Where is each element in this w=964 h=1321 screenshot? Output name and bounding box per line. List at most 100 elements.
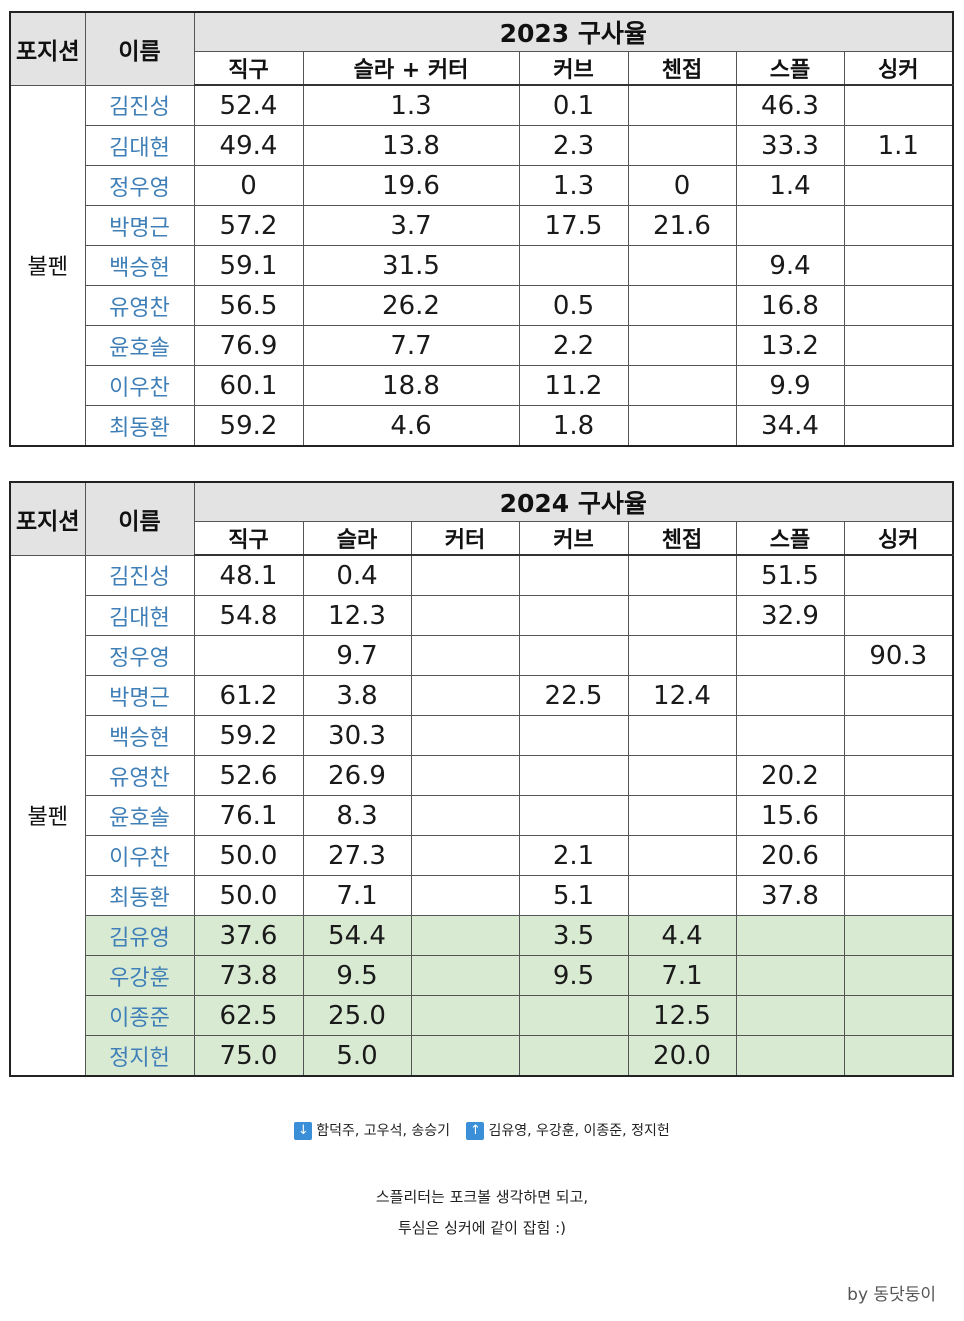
player-name: 김진성: [84, 554, 195, 596]
usage-cell: 52.6: [193, 755, 304, 796]
player-name: 정우영: [84, 635, 195, 676]
usage-cell: [410, 755, 520, 796]
usage-cell: [410, 915, 520, 956]
usage-cell: 21.6: [627, 205, 737, 246]
usage-cell: [410, 835, 520, 876]
table-row: 불펜 김진성 48.1 0.4 51.5: [9, 554, 954, 1077]
usage-cell: [627, 715, 737, 756]
usage-cell: [518, 795, 629, 836]
usage-cell: [627, 325, 737, 366]
usage-cell: 34.4: [735, 405, 845, 447]
usage-cell: 0: [193, 165, 304, 206]
usage-cell: 26.2: [302, 285, 520, 326]
usage-cell: [627, 245, 737, 286]
usage-cell: [410, 1035, 520, 1077]
usage-cell: [410, 635, 520, 676]
usage-cell: [735, 995, 845, 1036]
player-name: 이우찬: [84, 365, 195, 406]
usage-cell: 54.4: [302, 915, 412, 956]
table-row: 정지헌 75.0 5.0 20.0: [10, 1035, 954, 1077]
usage-cell: 5.0: [302, 1035, 412, 1077]
usage-cell: 7.7: [302, 325, 520, 366]
usage-cell: 52.4: [193, 84, 304, 126]
header-changeup: 첸접: [627, 51, 737, 86]
usage-cell: [410, 554, 520, 596]
table-row: 백승현 59.1 31.5 9.4: [10, 245, 954, 286]
header-curve: 커브: [518, 521, 629, 556]
usage-cell: 3.7: [302, 205, 520, 246]
table-row: 이우찬 50.0 27.3 2.1 20.6: [10, 835, 954, 876]
usage-cell: [735, 1035, 845, 1077]
usage-cell: 0: [627, 165, 737, 206]
header-fastball: 직구: [193, 51, 304, 86]
usage-cell: [843, 245, 954, 286]
usage-cell: [843, 285, 954, 326]
season-title: 2023 구사율: [193, 11, 954, 52]
author-credit: by 동닷둥이: [847, 1285, 936, 1305]
usage-cell: 8.3: [302, 795, 412, 836]
usage-cell: 1.8: [518, 405, 629, 447]
usage-cell: 60.1: [193, 365, 304, 406]
usage-cell: 76.9: [193, 325, 304, 366]
usage-cell: 7.1: [627, 955, 737, 996]
usage-cell: [843, 955, 954, 996]
usage-cell: 3.5: [518, 915, 629, 956]
usage-cell: 0.5: [518, 285, 629, 326]
usage-cell: [410, 795, 520, 836]
usage-cell: 30.3: [302, 715, 412, 756]
player-name: 백승현: [84, 715, 195, 756]
usage-cell: 9.5: [518, 955, 629, 996]
header-fastball: 직구: [193, 521, 304, 556]
usage-cell: 12.3: [302, 595, 412, 636]
table-row: 윤호솔 76.1 8.3 15.6: [10, 795, 954, 836]
usage-cell: [518, 755, 629, 796]
usage-cell: [627, 365, 737, 406]
usage-cell: 61.2: [193, 675, 304, 716]
header-splitter: 스플: [735, 51, 845, 86]
player-name: 정우영: [84, 165, 195, 206]
table-body: 불펜 김진성 48.1 0.4 51.5 김대현 54.8 12.3 32.9 정우영 9.7 90.…: [9, 554, 954, 1077]
usage-cell: [735, 205, 845, 246]
table-row: 유영찬 52.6 26.9 20.2: [10, 755, 954, 796]
usage-cell: 54.8: [193, 595, 304, 636]
season-title: 2024 구사율: [193, 481, 954, 522]
pitch-header-row: 직구 슬라 커터 커브 첸접 스플 싱커: [10, 521, 954, 556]
usage-cell: 90.3: [843, 635, 954, 676]
arrow-up-icon: ↑: [466, 1122, 485, 1140]
table-row: 최동환 50.0 7.1 5.1 37.8: [10, 875, 954, 916]
usage-cell: 5.1: [518, 875, 629, 916]
table-row: 최동환 59.2 4.6 1.8 34.4: [10, 405, 954, 447]
usage-cell: [518, 245, 629, 286]
usage-cell: 11.2: [518, 365, 629, 406]
pitch-usage-table-2024: 포지션 이름 2024 구사율 직구 슬라 커터 커브 첸접 스플 싱커 불펜 김…: [9, 481, 955, 1077]
table-row: 불펜 김진성 52.4 1.3 0.1 46.3: [9, 84, 954, 447]
usage-cell: 20.0: [627, 1035, 737, 1077]
header-sinker: 싱커: [843, 51, 954, 86]
usage-cell: [843, 165, 954, 206]
usage-cell: 1.3: [518, 165, 629, 206]
usage-cell: 20.6: [735, 835, 845, 876]
player-name: 김대현: [84, 595, 195, 636]
usage-cell: 73.8: [193, 955, 304, 996]
usage-cell: [843, 875, 954, 916]
usage-cell: 9.9: [735, 365, 845, 406]
table-row: 김대현 49.4 13.8 2.3 33.3 1.1: [10, 125, 954, 166]
usage-cell: 37.8: [735, 875, 845, 916]
player-name: 최동환: [84, 875, 195, 916]
usage-cell: [735, 915, 845, 956]
usage-cell: [843, 715, 954, 756]
usage-cell: 59.2: [193, 715, 304, 756]
usage-cell: 12.5: [627, 995, 737, 1036]
usage-cell: 2.2: [518, 325, 629, 366]
position-label: 불펜: [9, 554, 86, 1077]
usage-cell: [843, 995, 954, 1036]
player-name: 김진성: [84, 84, 195, 126]
header-position: 포지션: [9, 11, 86, 86]
note-line-1: 스플리터는 포크볼 생각하면 되고,: [375, 1188, 589, 1206]
usage-cell: 16.8: [735, 285, 845, 326]
table-row: 박명근 61.2 3.8 22.5 12.4: [10, 675, 954, 716]
table-row: 이종준 62.5 25.0 12.5: [10, 995, 954, 1036]
usage-cell: 3.8: [302, 675, 412, 716]
usage-cell: 56.5: [193, 285, 304, 326]
usage-cell: [843, 835, 954, 876]
